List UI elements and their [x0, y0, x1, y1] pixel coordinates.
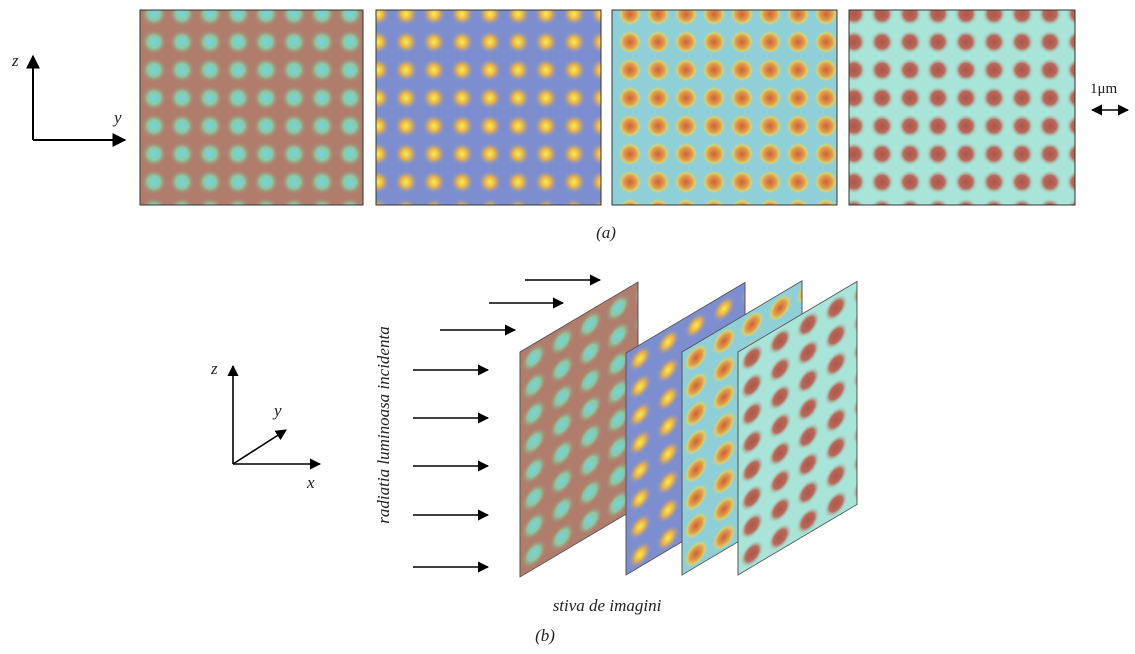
page: z y 1μm (a) z y x radiatia luminoasa inc…: [0, 0, 1135, 654]
axis-label: z: [11, 51, 19, 70]
axis-arrow: [233, 430, 286, 464]
microscope-image: [140, 10, 363, 205]
microscope-image: [849, 10, 1075, 205]
scale-label: 1μm: [1090, 81, 1118, 97]
stack-plane: [520, 282, 638, 577]
axis-label: y: [272, 401, 282, 420]
caption: (b): [535, 626, 555, 645]
caption: (a): [596, 223, 616, 242]
microscope-image: [612, 10, 837, 205]
axis-label: y: [112, 108, 122, 127]
figure: z y 1μm (a) z y x radiatia luminoasa inc…: [0, 0, 1135, 654]
incident-label: radiatia luminoasa incidenta: [374, 326, 393, 523]
axis-label: x: [306, 473, 315, 492]
microscope-image: [376, 10, 601, 205]
stack-label: stiva de imagini: [553, 596, 662, 615]
axis-label: z: [210, 359, 218, 378]
